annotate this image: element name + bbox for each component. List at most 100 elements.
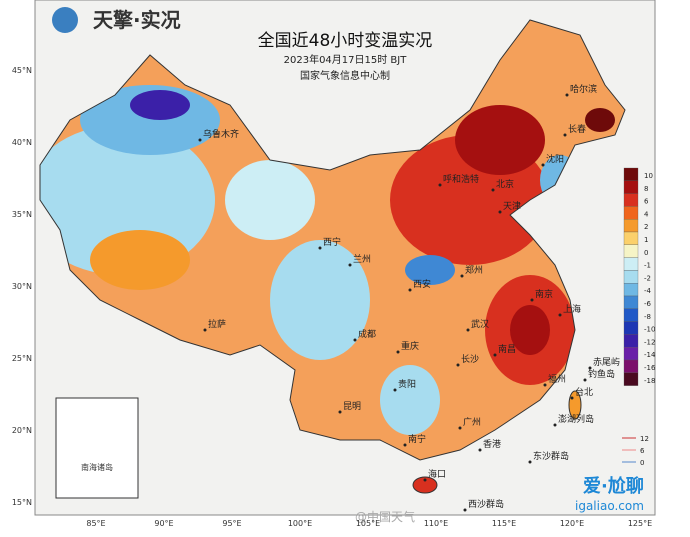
brand: 爱·尬聊 xyxy=(583,475,644,497)
city-dot xyxy=(491,188,495,192)
city-dot xyxy=(403,443,407,447)
city-label: 成都 xyxy=(358,328,376,340)
lat-label: 15°N xyxy=(12,498,32,507)
city-dot xyxy=(570,396,574,400)
city-dot xyxy=(493,353,497,357)
legend-label: -12 xyxy=(644,338,655,346)
city-label: 南京 xyxy=(535,288,553,300)
lon-label: 110°E xyxy=(424,519,448,528)
legend-label: 2 xyxy=(644,223,648,231)
city-dot xyxy=(498,210,502,214)
legend-label: 0 xyxy=(644,249,648,257)
city-dot xyxy=(478,448,482,452)
city-label: 香港 xyxy=(483,438,501,450)
city-dot xyxy=(460,274,464,278)
legend-swatch xyxy=(623,283,639,297)
lat-label: 40°N xyxy=(12,138,32,147)
city-dot xyxy=(558,313,562,317)
legend-swatch xyxy=(623,334,639,348)
legend-label: 8 xyxy=(644,185,648,193)
city-label: 长春 xyxy=(568,123,586,135)
agency: 国家气象信息中心制 xyxy=(300,69,390,82)
city-label: 上海 xyxy=(563,303,581,315)
city-dot xyxy=(396,350,400,354)
legend-label: -6 xyxy=(644,300,652,308)
legend-label: 6 xyxy=(644,198,649,206)
border xyxy=(39,19,626,461)
city-dot xyxy=(541,163,545,167)
city-dot xyxy=(458,426,462,430)
lat-label: 45°N xyxy=(12,66,32,75)
lat-label: 20°N xyxy=(12,426,32,435)
lon-label: 105°E xyxy=(356,519,380,528)
city-dot xyxy=(348,263,352,267)
city-label: 哈尔滨 xyxy=(570,83,597,95)
legend-swatch xyxy=(623,193,639,207)
legend-label: -14 xyxy=(644,351,656,359)
city-dot xyxy=(203,328,207,332)
city-label: 北京 xyxy=(496,178,514,190)
city-label: 沈阳 xyxy=(546,153,564,165)
legend-swatch xyxy=(623,244,639,258)
city-label: 重庆 xyxy=(401,340,419,352)
city-dot xyxy=(553,423,557,427)
legend-label: -18 xyxy=(644,377,655,385)
city-label: 西宁 xyxy=(323,236,341,248)
city-dot xyxy=(393,388,397,392)
city-dot xyxy=(563,133,567,137)
city-label: 钓鱼岛 xyxy=(588,368,615,380)
city-dot xyxy=(423,478,427,482)
title: 全国近48小时变温实况 xyxy=(258,31,433,51)
city-label: 呼和浩特 xyxy=(443,173,479,185)
legend-swatch xyxy=(623,219,639,233)
city-dot xyxy=(338,410,342,414)
city-label: 西沙群岛 xyxy=(468,498,504,510)
city-label: 台北 xyxy=(575,386,593,398)
city-dot xyxy=(588,366,592,370)
city-dot xyxy=(543,383,547,387)
city-label: 南昌 xyxy=(498,343,516,355)
line-legend-label: 0 xyxy=(640,459,644,467)
legend-swatch xyxy=(623,359,639,373)
city-dot xyxy=(528,460,532,464)
city-dot xyxy=(408,288,412,292)
city-label: 兰州 xyxy=(353,253,371,265)
watermark: @中国天气 xyxy=(355,509,415,524)
city-label: 广州 xyxy=(463,416,481,428)
site: igaliao.com xyxy=(575,499,644,513)
legend-label: -16 xyxy=(644,364,656,372)
lon-label: 120°E xyxy=(560,519,584,528)
legend-label: -8 xyxy=(644,313,651,321)
legend-swatch xyxy=(623,257,639,271)
city-dot xyxy=(463,508,467,512)
city-label: 贵阳 xyxy=(398,378,416,390)
city-label: 拉萨 xyxy=(208,318,226,330)
city-label: 南宁 xyxy=(408,433,426,445)
lon-label: 95°E xyxy=(222,519,241,528)
legend-swatch xyxy=(623,180,639,194)
legend-swatch xyxy=(623,321,639,335)
city-dot xyxy=(198,138,202,142)
city-dot xyxy=(456,363,460,367)
legend-swatch xyxy=(623,308,639,322)
legend-label: 10 xyxy=(644,172,653,180)
legend-swatch xyxy=(623,372,639,386)
lon-label: 100°E xyxy=(288,519,312,528)
line-legend-label: 6 xyxy=(640,447,645,455)
hainan xyxy=(412,476,438,494)
city-dot xyxy=(565,93,569,97)
logo-icon xyxy=(52,7,78,33)
city-label: 武汉 xyxy=(471,318,489,330)
logo: 天擎·实况 xyxy=(93,8,181,32)
lat-label: 35°N xyxy=(12,210,32,219)
lon-label: 125°E xyxy=(628,519,652,528)
lon-label: 90°E xyxy=(154,519,173,528)
legend-label: -4 xyxy=(644,287,652,295)
city-label: 澎湖列岛 xyxy=(558,413,594,425)
city-label: 西安 xyxy=(413,278,431,290)
city-dot xyxy=(583,378,587,382)
lon-label: 115°E xyxy=(492,519,516,528)
subtitle: 2023年04月17日15时 BJT xyxy=(284,53,408,66)
city-label: 天津 xyxy=(503,201,521,212)
city-dot xyxy=(318,246,322,250)
